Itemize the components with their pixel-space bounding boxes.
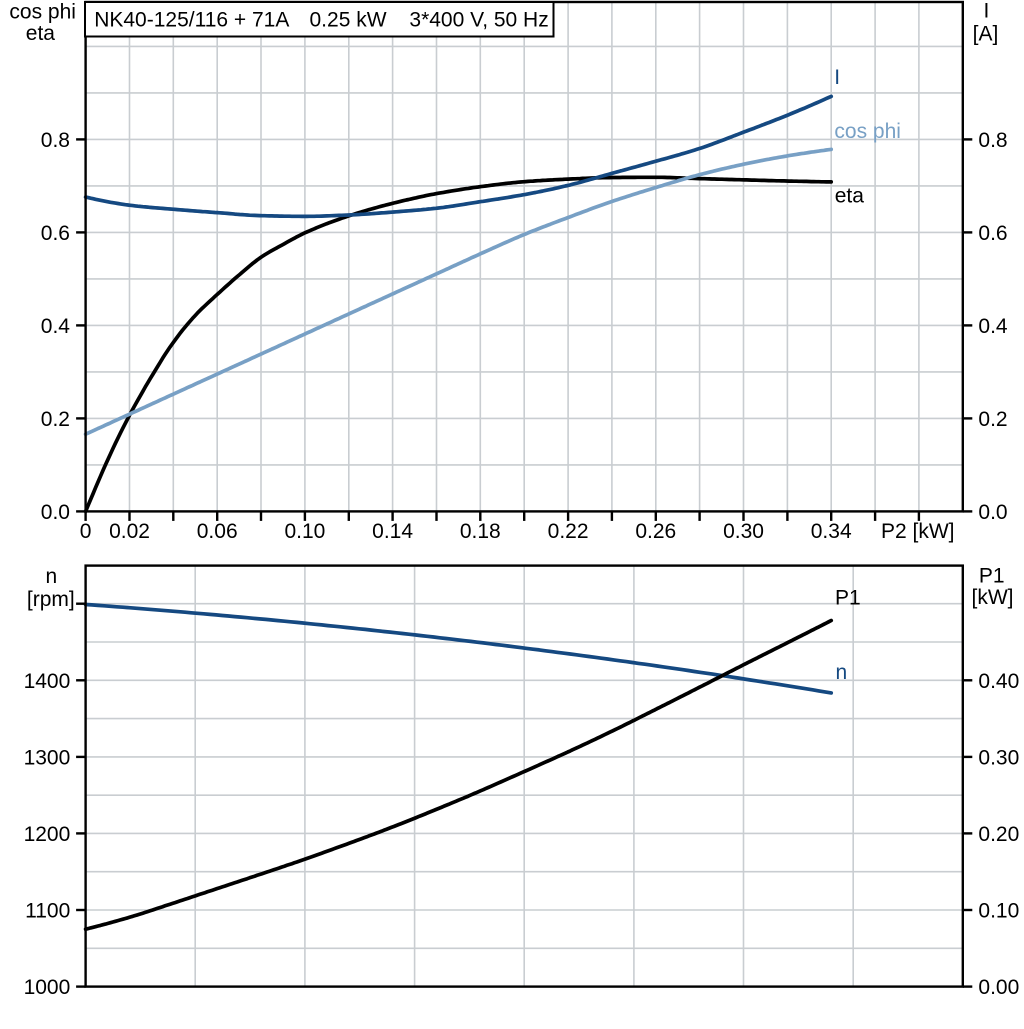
svg-text:0: 0 bbox=[80, 520, 92, 543]
svg-text:1100: 1100 bbox=[25, 900, 70, 923]
svg-text:1300: 1300 bbox=[24, 747, 71, 770]
svg-text:0.20: 0.20 bbox=[978, 823, 1019, 846]
svg-text:0.10: 0.10 bbox=[284, 520, 325, 543]
svg-text:NK40-125/116 + 71A: NK40-125/116 + 71A bbox=[94, 9, 289, 32]
svg-text:n: n bbox=[836, 661, 848, 684]
svg-text:I: I bbox=[834, 66, 840, 89]
svg-text:0.25 kW: 0.25 kW bbox=[310, 9, 387, 32]
svg-text:cos phi: cos phi bbox=[834, 120, 901, 143]
svg-text:P1: P1 bbox=[835, 587, 861, 610]
svg-text:0.6: 0.6 bbox=[978, 222, 1007, 245]
svg-text:0.30: 0.30 bbox=[978, 747, 1019, 770]
svg-text:0.22: 0.22 bbox=[548, 520, 589, 543]
svg-text:[kW]: [kW] bbox=[972, 586, 1014, 609]
svg-text:[rpm]: [rpm] bbox=[27, 588, 75, 611]
svg-text:0.02: 0.02 bbox=[109, 520, 150, 543]
svg-text:0.0: 0.0 bbox=[978, 501, 1007, 524]
svg-text:I: I bbox=[983, 0, 989, 23]
svg-text:0.34: 0.34 bbox=[811, 520, 852, 543]
svg-text:0.6: 0.6 bbox=[41, 222, 70, 245]
svg-text:0.4: 0.4 bbox=[41, 315, 71, 338]
svg-text:P2 [kW]: P2 [kW] bbox=[881, 520, 955, 543]
svg-text:0.0: 0.0 bbox=[41, 501, 70, 524]
svg-text:0.18: 0.18 bbox=[460, 520, 501, 543]
svg-text:cos phi: cos phi bbox=[9, 1, 76, 24]
svg-text:1400: 1400 bbox=[24, 670, 71, 693]
svg-text:0.40: 0.40 bbox=[978, 670, 1019, 693]
svg-text:0.14: 0.14 bbox=[372, 520, 413, 543]
svg-text:1200: 1200 bbox=[24, 823, 71, 846]
svg-text:0.8: 0.8 bbox=[41, 129, 70, 152]
svg-text:eta: eta bbox=[835, 185, 865, 208]
svg-text:eta: eta bbox=[26, 22, 56, 45]
svg-text:3*400 V, 50 Hz: 3*400 V, 50 Hz bbox=[409, 9, 548, 32]
svg-text:0.8: 0.8 bbox=[978, 129, 1007, 152]
svg-text:0.2: 0.2 bbox=[41, 408, 70, 431]
svg-text:[A]: [A] bbox=[973, 23, 999, 46]
svg-text:n: n bbox=[46, 565, 58, 588]
svg-text:0.00: 0.00 bbox=[978, 976, 1019, 999]
svg-text:P1: P1 bbox=[979, 565, 1005, 588]
svg-text:0.10: 0.10 bbox=[978, 900, 1019, 923]
svg-text:1000: 1000 bbox=[24, 976, 71, 999]
svg-text:0.26: 0.26 bbox=[635, 520, 676, 543]
svg-text:0.2: 0.2 bbox=[978, 408, 1007, 431]
svg-text:0.30: 0.30 bbox=[723, 520, 764, 543]
svg-text:0.4: 0.4 bbox=[978, 315, 1008, 338]
svg-text:0.06: 0.06 bbox=[197, 520, 238, 543]
